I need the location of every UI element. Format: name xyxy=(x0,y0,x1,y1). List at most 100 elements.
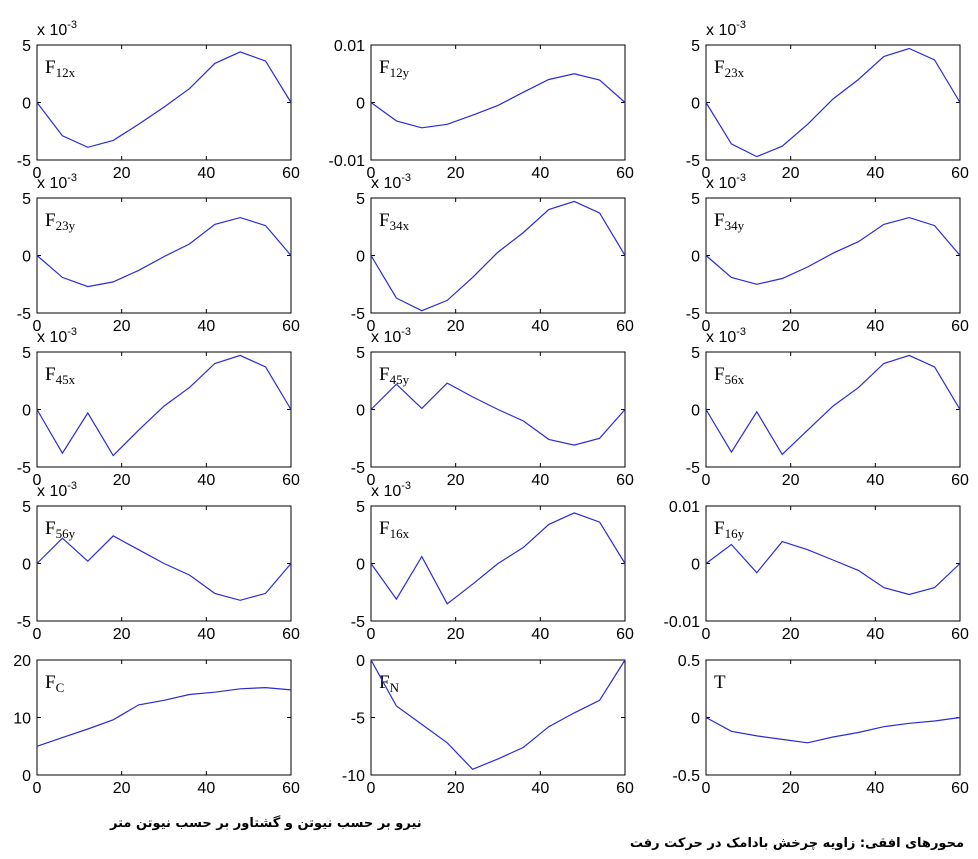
y-tick-label: -5 xyxy=(686,306,700,323)
axes-box xyxy=(370,44,626,161)
x-tick-label: 20 xyxy=(447,165,465,182)
y-tick-label: 0 xyxy=(22,557,31,574)
y-tick-label: -5 xyxy=(17,460,31,477)
x-tick-label: 20 xyxy=(113,318,131,335)
series-line xyxy=(370,382,626,446)
y-tick-label: 0 xyxy=(691,249,700,266)
exponent-label: x 10-3 xyxy=(706,172,746,192)
x-tick-label: 20 xyxy=(782,165,800,182)
exponent-label: x 10-3 xyxy=(371,172,411,192)
axes-box xyxy=(705,44,961,161)
x-tick-label: 60 xyxy=(616,472,634,489)
x-tick-label: 0 xyxy=(702,472,711,489)
x-tick-label: 60 xyxy=(282,165,300,182)
y-tick-label: 0.01 xyxy=(669,499,700,516)
series-line xyxy=(705,540,961,596)
series-line xyxy=(705,216,961,285)
y-tick-label: 0 xyxy=(22,768,31,785)
x-tick-label: 40 xyxy=(197,626,215,643)
axes-box xyxy=(36,351,292,468)
x-tick-label: 40 xyxy=(866,472,884,489)
x-tick-label: 20 xyxy=(782,626,800,643)
y-tick-label: -5 xyxy=(351,711,365,728)
axes-box xyxy=(705,659,961,776)
exponent-label: x 10-3 xyxy=(37,19,77,39)
y-tick-label: 0 xyxy=(22,249,31,266)
exponent-label: x 10-3 xyxy=(706,19,746,39)
y-tick-label: -5 xyxy=(686,460,700,477)
y-tick-label: 0 xyxy=(691,96,700,113)
y-tick-label: -5 xyxy=(17,153,31,170)
x-tick-label: 60 xyxy=(951,165,969,182)
y-tick-label: 0 xyxy=(22,96,31,113)
x-tick-label: 0 xyxy=(33,626,42,643)
x-tick-label: 0 xyxy=(33,165,42,182)
exponent-label: x 10-3 xyxy=(37,480,77,500)
y-tick-label: 0.5 xyxy=(678,653,700,670)
x-tick-label: 40 xyxy=(866,165,884,182)
y-tick-label: 20 xyxy=(13,653,31,670)
x-tick-label: 40 xyxy=(866,780,884,797)
x-tick-label: 40 xyxy=(197,780,215,797)
x-tick-label: 40 xyxy=(197,472,215,489)
x-tick-label: 0 xyxy=(33,780,42,797)
y-tick-label: 5 xyxy=(691,345,700,362)
series-line xyxy=(370,659,626,771)
x-tick-label: 40 xyxy=(866,318,884,335)
x-tick-label: 0 xyxy=(367,472,376,489)
axes-box xyxy=(370,197,626,314)
x-tick-label: 60 xyxy=(616,780,634,797)
series-line xyxy=(36,216,292,288)
x-tick-label: 20 xyxy=(113,472,131,489)
y-tick-label: 5 xyxy=(356,191,365,208)
x-tick-label: 40 xyxy=(531,318,549,335)
x-tick-label: 20 xyxy=(447,626,465,643)
y-tick-label: 5 xyxy=(356,499,365,516)
x-tick-label: 40 xyxy=(531,165,549,182)
y-tick-label: 0 xyxy=(22,403,31,420)
x-tick-label: 0 xyxy=(367,626,376,643)
x-tick-label: 60 xyxy=(282,780,300,797)
x-tick-label: 60 xyxy=(282,626,300,643)
y-tick-label: 0 xyxy=(356,249,365,266)
x-tick-label: 20 xyxy=(113,626,131,643)
x-tick-label: 20 xyxy=(782,472,800,489)
x-tick-label: 40 xyxy=(531,626,549,643)
y-tick-label: -0.01 xyxy=(664,614,701,631)
axes-box xyxy=(36,44,292,161)
y-tick-label: 0 xyxy=(356,557,365,574)
y-tick-label: 5 xyxy=(691,191,700,208)
y-tick-label: 5 xyxy=(22,499,31,516)
y-tick-label: -0.5 xyxy=(672,768,700,785)
y-tick-label: -5 xyxy=(351,306,365,323)
x-tick-label: 20 xyxy=(782,780,800,797)
y-tick-label: 5 xyxy=(691,38,700,55)
y-tick-label: 0 xyxy=(356,403,365,420)
y-tick-label: -0.01 xyxy=(329,153,366,170)
subplot-t: 0 20 40 600.50-0.5T xyxy=(672,653,969,797)
y-tick-label: 0 xyxy=(691,403,700,420)
x-tick-label: 40 xyxy=(197,318,215,335)
x-tick-label: 40 xyxy=(866,626,884,643)
x-tick-label: 0 xyxy=(702,780,711,797)
exponent-label: x 10-3 xyxy=(371,480,411,500)
x-tick-label: 20 xyxy=(113,780,131,797)
series-line xyxy=(370,200,626,312)
x-tick-label: 60 xyxy=(616,318,634,335)
x-tick-label: 60 xyxy=(282,472,300,489)
x-tick-label: 60 xyxy=(951,318,969,335)
series-line xyxy=(705,47,961,158)
axes-box xyxy=(370,659,626,776)
x-tick-label: 0 xyxy=(702,318,711,335)
y-tick-label: 0 xyxy=(691,711,700,728)
series-line xyxy=(705,354,961,456)
x-tick-label: 0 xyxy=(367,318,376,335)
series-line xyxy=(36,535,292,601)
x-tick-label: 60 xyxy=(282,318,300,335)
panel-label: T xyxy=(714,672,726,693)
